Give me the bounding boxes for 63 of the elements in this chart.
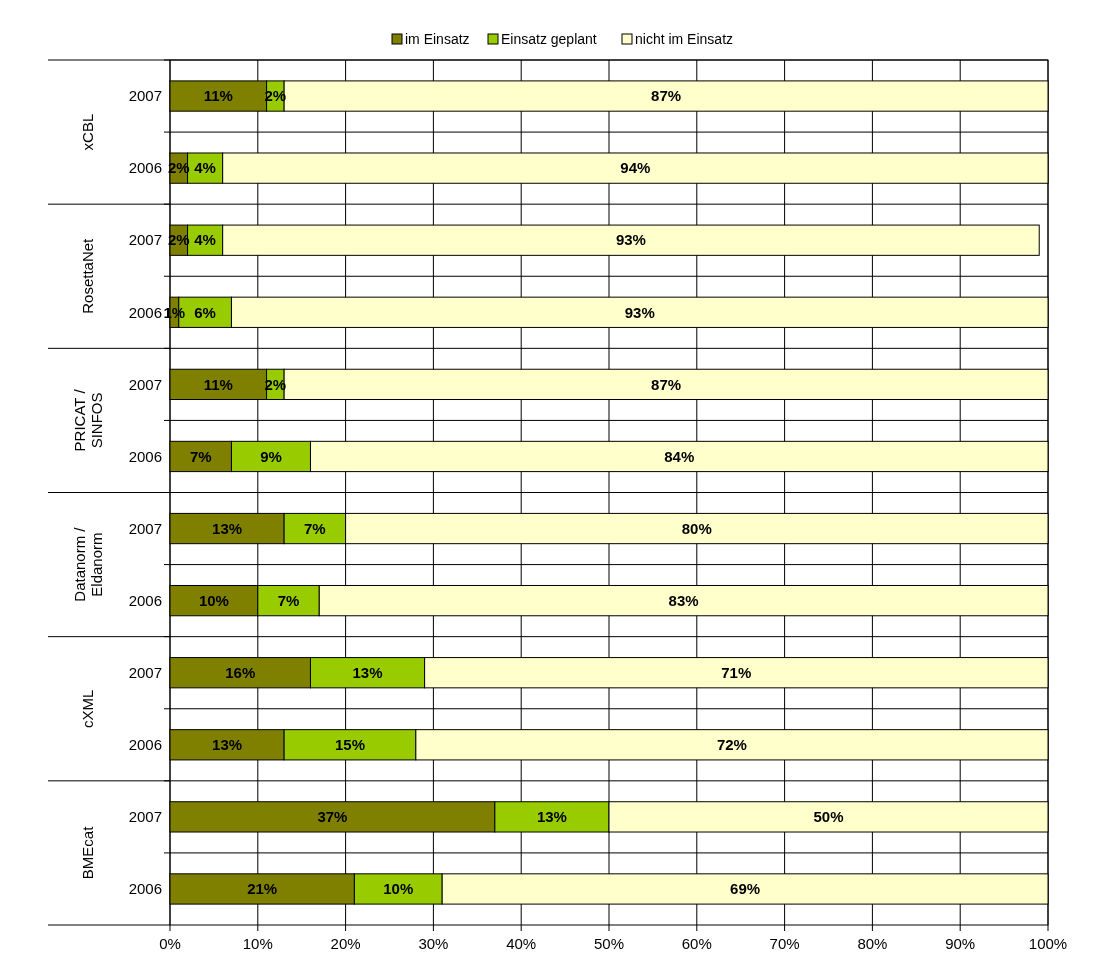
legend-label: Einsatz geplant (501, 31, 597, 47)
y-tick-label: 2007 (128, 87, 162, 105)
x-tick-label: 80% (857, 935, 888, 952)
data-label: 11% (203, 375, 233, 393)
text: RosettaNet (79, 237, 97, 314)
data-label: 13% (212, 519, 243, 537)
data-label: 80% (681, 519, 712, 537)
data-label: 72% (716, 736, 747, 754)
x-tick-label: 0% (159, 935, 181, 952)
data-label: 7% (304, 519, 326, 537)
data-label: 15% (334, 736, 366, 754)
text: PRICAT / SINFOS (71, 388, 105, 452)
x-tick-label: 70% (769, 935, 800, 952)
data-label: 71% (721, 663, 752, 681)
data-label: 94% (620, 159, 651, 177)
data-label: 10% (198, 591, 229, 609)
data-label: 13% (352, 663, 383, 681)
y-tick-label: 2006 (128, 303, 162, 321)
data-label: 21% (247, 880, 278, 898)
y-tick-label: 2007 (128, 231, 162, 249)
x-tick-label: 100% (1028, 935, 1068, 952)
legend-label: im Einsatz (405, 31, 470, 47)
y-tick-label: 2007 (128, 375, 162, 393)
y-tick-label: 2007 (128, 808, 162, 826)
y-tick-label: 2006 (128, 880, 162, 898)
data-label: 13% (536, 808, 567, 826)
y-tick-label: 2006 (128, 591, 162, 609)
x-tick-label: 10% (242, 935, 273, 952)
x-tick-label: 30% (418, 935, 449, 952)
data-label: 6% (194, 303, 216, 321)
data-label: 84% (664, 447, 695, 465)
legend-label: nicht im Einsatz (635, 31, 734, 47)
x-tick-label: 50% (593, 935, 625, 952)
data-label: 50% (813, 808, 844, 826)
data-label: 83% (668, 591, 699, 609)
data-label: 16% (225, 663, 256, 681)
data-label: 13% (212, 736, 243, 754)
text: cXML (79, 689, 97, 728)
y-tick-label: 2007 (128, 663, 162, 681)
data-label: 69% (730, 880, 761, 898)
y-tick-label: 2006 (128, 447, 162, 465)
x-tick-label: 20% (330, 935, 361, 952)
data-label: 4% (194, 231, 216, 249)
data-label: 9% (260, 447, 282, 465)
x-tick-label: 60% (681, 935, 712, 952)
data-label: 93% (615, 231, 646, 249)
y-tick-label: 2007 (128, 519, 162, 537)
text: BMEcat (79, 825, 97, 880)
data-label: 10% (383, 880, 414, 898)
x-tick-label: 40% (506, 935, 537, 952)
data-label: 7% (189, 447, 212, 465)
data-label: 87% (651, 375, 682, 393)
text: xCBL (79, 113, 97, 151)
data-label: 37% (317, 808, 348, 826)
data-label: 11% (203, 87, 233, 105)
y-tick-label: 2006 (128, 159, 162, 177)
data-label: 7% (277, 591, 300, 609)
data-label: 4% (194, 159, 216, 177)
x-tick-label: 90% (945, 935, 976, 952)
data-label: 87% (651, 87, 682, 105)
data-label: 93% (624, 303, 655, 321)
text: Datanorm / Eldanorm (71, 526, 105, 602)
y-tick-label: 2006 (128, 736, 162, 754)
